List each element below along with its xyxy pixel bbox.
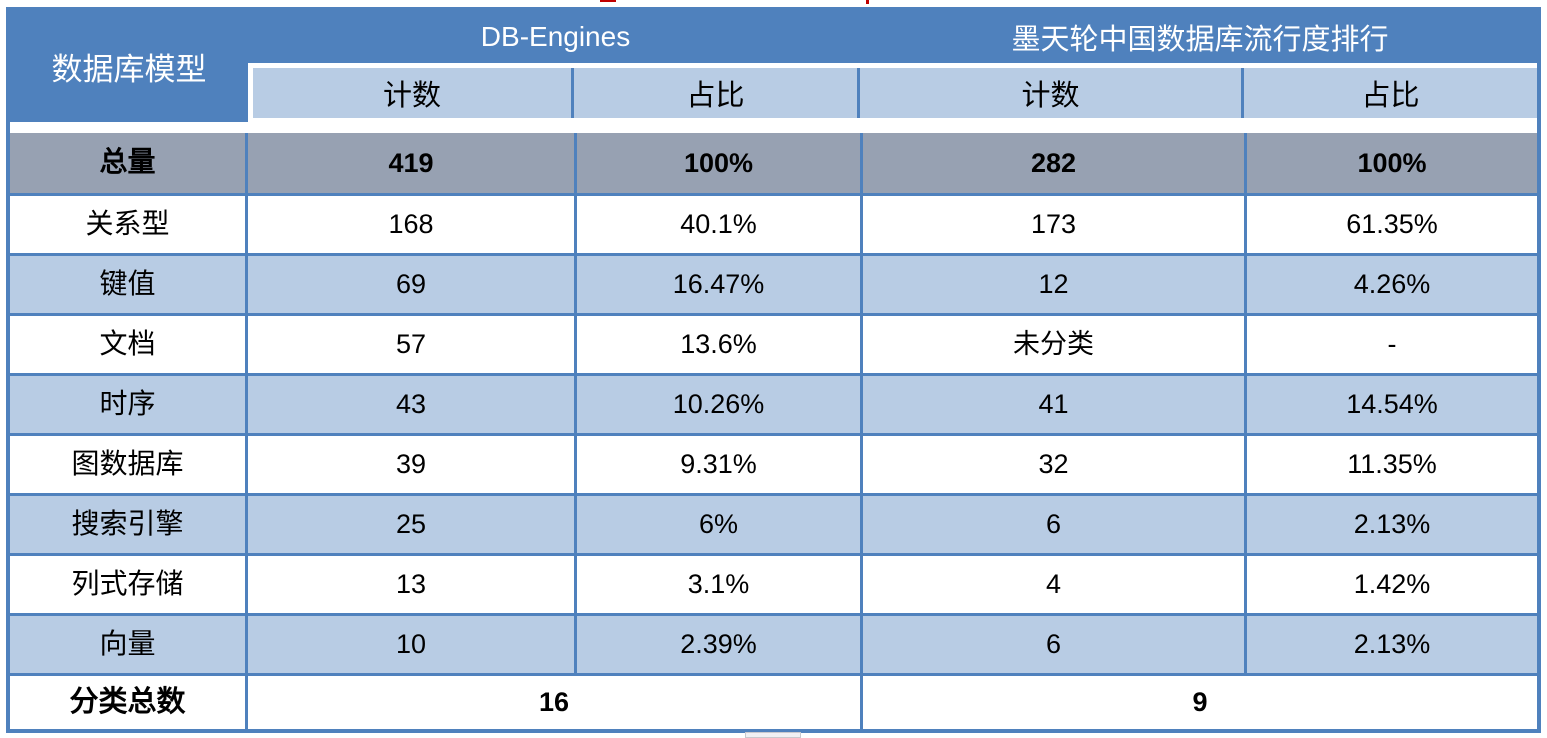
cell-mt-count: 12 <box>863 253 1247 313</box>
sub-header-mt-share: 占比 <box>1244 68 1537 118</box>
row-label: 分类总数 <box>10 673 248 729</box>
cell-db-share: 10.26% <box>577 373 863 433</box>
red-artifact <box>600 0 616 2</box>
cell-mt-count: 6 <box>863 493 1247 553</box>
cell-db-count: 13 <box>248 553 577 613</box>
cell-mt-count: 6 <box>863 613 1247 673</box>
cell-mt-count: 32 <box>863 433 1247 493</box>
sub-header-db-share: 占比 <box>574 68 860 118</box>
row-label: 列式存储 <box>10 553 248 613</box>
cell-db-share: 9.31% <box>577 433 863 493</box>
red-artifact <box>866 0 869 4</box>
sub-header-db-count: 计数 <box>253 68 574 118</box>
row-label: 时序 <box>10 373 248 433</box>
group-header-db-engines: DB-Engines <box>480 21 631 52</box>
cell-mt-share: 1.42% <box>1247 553 1537 613</box>
row-label: 图数据库 <box>10 433 248 493</box>
row-label: 搜索引擎 <box>10 493 248 553</box>
cell-db-category-count: 16 <box>248 673 863 729</box>
cell-db-count: 25 <box>248 493 577 553</box>
cell-mt-share: 11.35% <box>1247 433 1537 493</box>
cell-db-share: 6% <box>577 493 863 553</box>
cell-db-count: 39 <box>248 433 577 493</box>
header-right-block: DB-Engines 墨天轮中国数据库流行度排行 计数 占比 计数 占比 <box>248 11 1537 122</box>
cell-db-count: 419 <box>248 133 577 193</box>
cell-mt-category-count: 9 <box>863 673 1537 729</box>
cell-db-count: 57 <box>248 313 577 373</box>
cell-mt-share: - <box>1247 313 1537 373</box>
row-label: 总量 <box>10 133 248 193</box>
row-label: 键值 <box>10 253 248 313</box>
cell-mt-count: 282 <box>863 133 1247 193</box>
row-label: 向量 <box>10 613 248 673</box>
cell-db-count: 69 <box>248 253 577 313</box>
cell-db-count: 10 <box>248 613 577 673</box>
header-gap-band <box>10 122 1537 133</box>
cell-mt-share: 2.13% <box>1247 613 1537 673</box>
cell-mt-share: 2.13% <box>1247 493 1537 553</box>
cell-mt-share: 61.35% <box>1247 193 1537 253</box>
cell-db-count: 168 <box>248 193 577 253</box>
column-header-database-model: 数据库模型 <box>10 11 248 122</box>
row-label: 关系型 <box>10 193 248 253</box>
cell-mt-count: 41 <box>863 373 1247 433</box>
cell-mt-count: 173 <box>863 193 1247 253</box>
cell-mt-share: 100% <box>1247 133 1537 193</box>
cell-db-share: 3.1% <box>577 553 863 613</box>
cell-db-count: 43 <box>248 373 577 433</box>
cell-db-share: 40.1% <box>577 193 863 253</box>
cell-db-share: 2.39% <box>577 613 863 673</box>
cell-db-share: 16.47% <box>577 253 863 313</box>
comparison-table: 数据库模型 DB-Engines 墨天轮中国数据库流行度排行 计数 占比 计数 … <box>6 7 1541 733</box>
horizontal-scrollbar-thumb[interactable] <box>745 732 801 738</box>
cell-db-share: 100% <box>577 133 863 193</box>
cell-mt-share: 14.54% <box>1247 373 1537 433</box>
cell-mt-count: 4 <box>863 553 1247 613</box>
cell-db-share: 13.6% <box>577 313 863 373</box>
sub-header-row: 计数 占比 计数 占比 <box>248 68 1537 118</box>
group-header-band: DB-Engines 墨天轮中国数据库流行度排行 <box>248 11 1537 63</box>
group-header-motianlun: 墨天轮中国数据库流行度排行 <box>1011 24 1389 56</box>
cell-mt-count: 未分类 <box>863 313 1247 373</box>
cell-mt-share: 4.26% <box>1247 253 1537 313</box>
sub-header-mt-count: 计数 <box>860 68 1244 118</box>
row-label: 文档 <box>10 313 248 373</box>
